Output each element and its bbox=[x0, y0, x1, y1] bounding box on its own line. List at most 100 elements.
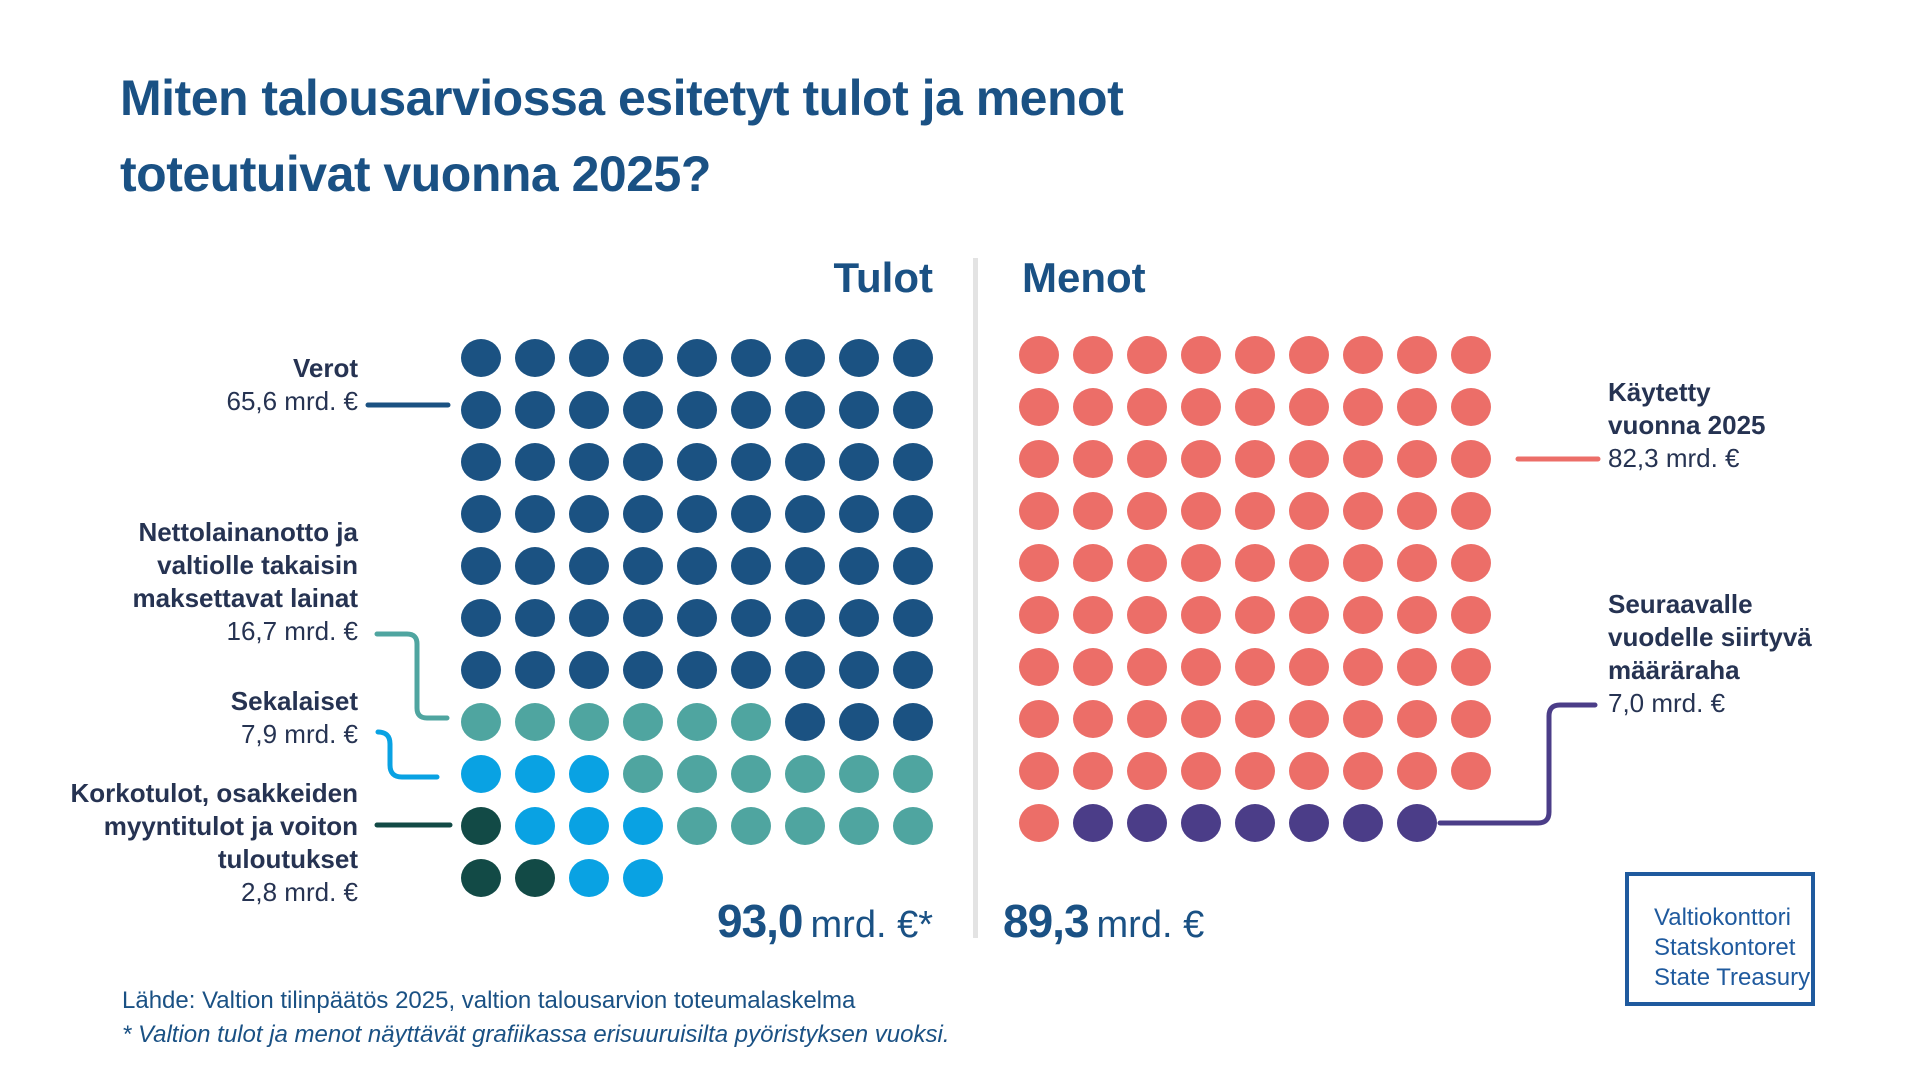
dot-kaytetty bbox=[1073, 544, 1113, 582]
dot-verot bbox=[569, 391, 609, 429]
dot-netto bbox=[893, 807, 933, 845]
total-menot-unit: mrd. € bbox=[1096, 904, 1205, 946]
dot-verot bbox=[677, 391, 717, 429]
text-line: toteutuivat vuonna 2025? bbox=[120, 146, 711, 202]
dot-kaytetty bbox=[1343, 700, 1383, 738]
category-label-verot: Verot 65,6 mrd. € bbox=[68, 352, 358, 418]
dot-kaytetty bbox=[1181, 388, 1221, 426]
category-value-sekalaiset: 7,9 mrd. € bbox=[240, 719, 358, 749]
dot-netto bbox=[623, 755, 663, 793]
dot-verot bbox=[623, 599, 663, 637]
text-line: vuodelle siirtyvä bbox=[1608, 622, 1812, 652]
category-name-nettolainanotto: Nettolainanotto ja valtiolle takaisin maks… bbox=[68, 516, 358, 615]
dot-kaytetty bbox=[1397, 752, 1437, 790]
dot-kaytetty bbox=[1127, 700, 1167, 738]
category-value-korkotulot: 2,8 mrd. € bbox=[240, 877, 358, 907]
dot-kaytetty bbox=[1073, 388, 1113, 426]
dot-verot bbox=[515, 599, 555, 637]
dot-kaytetty bbox=[1343, 648, 1383, 686]
dot-kaytetty bbox=[1181, 544, 1221, 582]
dot-verot bbox=[893, 547, 933, 585]
text-line: Statskontoret bbox=[1654, 934, 1796, 961]
dot-verot bbox=[461, 339, 501, 377]
dot-verot bbox=[785, 547, 825, 585]
dot-verot bbox=[731, 599, 771, 637]
dot-kaytetty bbox=[1235, 440, 1275, 478]
dot-kaytetty bbox=[1073, 440, 1113, 478]
dot-kaytetty bbox=[1289, 648, 1329, 686]
category-value-verot: 65,6 mrd. € bbox=[226, 386, 358, 416]
dot-seuraava bbox=[1181, 804, 1221, 842]
dot-verot bbox=[515, 339, 555, 377]
dot-verot bbox=[515, 391, 555, 429]
dot-netto bbox=[677, 755, 717, 793]
dot-kaytetty bbox=[1289, 336, 1329, 374]
dot-netto bbox=[515, 703, 555, 741]
dot-verot bbox=[785, 703, 825, 741]
waffle-grid-tulot bbox=[454, 332, 940, 904]
dot-seuraava bbox=[1397, 804, 1437, 842]
dot-verot bbox=[569, 339, 609, 377]
dot-verot bbox=[677, 495, 717, 533]
total-tulot-value: 93,0 bbox=[716, 895, 804, 947]
text-line: Korkotulot, osakkeiden bbox=[70, 778, 359, 808]
text-line: Valtiokonttori bbox=[1654, 904, 1791, 931]
dot-kaytetty bbox=[1019, 544, 1059, 582]
dot-kaytetty bbox=[1343, 752, 1383, 790]
dot-netto bbox=[731, 703, 771, 741]
category-label-nettolainanotto: Nettolainanotto ja valtiolle takaisin maks… bbox=[68, 516, 358, 648]
dot-verot bbox=[623, 495, 663, 533]
page-title: Miten talousarviossa esitetyt tulot ja m… bbox=[120, 60, 1124, 212]
dot-kaytetty bbox=[1397, 336, 1437, 374]
dot-kaytetty bbox=[1073, 648, 1113, 686]
column-header-tulot: Tulot bbox=[833, 254, 933, 301]
dot-kaytetty bbox=[1397, 596, 1437, 634]
dot-kaytetty bbox=[1289, 700, 1329, 738]
dot-verot bbox=[893, 599, 933, 637]
dot-kaytetty bbox=[1019, 804, 1059, 842]
dot-verot bbox=[731, 495, 771, 533]
dot-verot bbox=[515, 651, 555, 689]
dot-netto bbox=[839, 807, 879, 845]
dot-kaytetty bbox=[1181, 440, 1221, 478]
dot-verot bbox=[569, 547, 609, 585]
dot-kaytetty bbox=[1181, 492, 1221, 530]
dot-kaytetty bbox=[1019, 596, 1059, 634]
dot-kaytetty bbox=[1343, 544, 1383, 582]
dot-verot bbox=[569, 495, 609, 533]
dot-seka bbox=[569, 807, 609, 845]
dot-netto bbox=[677, 703, 717, 741]
text-line: Nettolainanotto ja bbox=[138, 517, 358, 547]
text-line: valtiolle takaisin bbox=[157, 550, 358, 580]
dot-kaytetty bbox=[1073, 700, 1113, 738]
dot-verot bbox=[731, 547, 771, 585]
text-line: maksettavat lainat bbox=[132, 583, 358, 613]
dot-verot bbox=[569, 599, 609, 637]
dot-verot bbox=[785, 599, 825, 637]
category-value-seuraavalle: 7,0 mrd. € bbox=[1608, 688, 1726, 718]
dot-netto bbox=[785, 807, 825, 845]
dot-verot bbox=[893, 339, 933, 377]
total-tulot-unit: mrd. €* bbox=[810, 904, 933, 946]
dot-verot bbox=[623, 443, 663, 481]
dot-kaytetty bbox=[1235, 492, 1275, 530]
dot-verot bbox=[893, 703, 933, 741]
valtiokonttori-logo: Valtiokonttori Statskontoret State Treasur… bbox=[1625, 872, 1815, 1006]
dot-seka bbox=[461, 755, 501, 793]
dot-verot bbox=[677, 651, 717, 689]
dot-seka bbox=[515, 755, 555, 793]
dot-kaytetty bbox=[1289, 544, 1329, 582]
dot-kaytetty bbox=[1181, 752, 1221, 790]
dot-kaytetty bbox=[1127, 492, 1167, 530]
dot-kaytetty bbox=[1127, 440, 1167, 478]
total-menot: 89,3 mrd. € bbox=[1003, 894, 1204, 948]
dot-verot bbox=[461, 599, 501, 637]
dot-kaytetty bbox=[1289, 440, 1329, 478]
rounding-footnote: * Valtion tulot ja menot näyttävät grafi… bbox=[122, 1021, 950, 1048]
text-line: Miten talousarviossa esitetyt tulot ja m… bbox=[120, 70, 1124, 126]
dot-kaytetty bbox=[1019, 336, 1059, 374]
dot-kaytetty bbox=[1019, 492, 1059, 530]
column-divider bbox=[973, 258, 978, 938]
dot-seka bbox=[623, 807, 663, 845]
